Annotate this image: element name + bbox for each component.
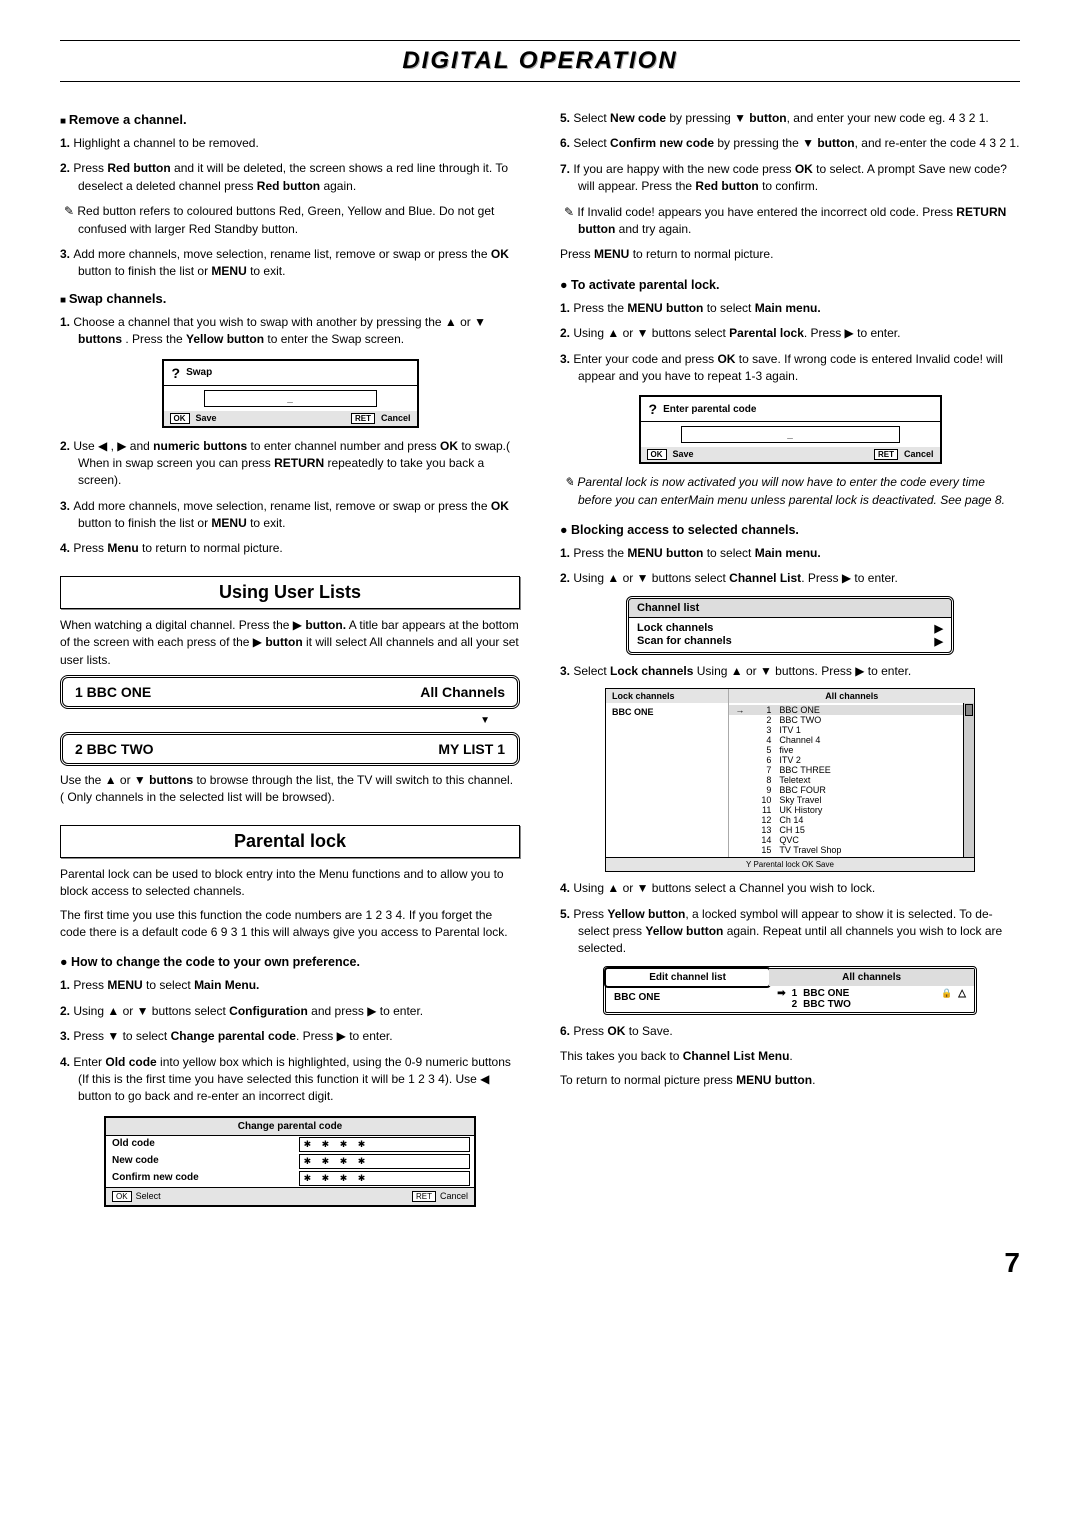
channel-row[interactable]: 7BBC THREE [729,765,974,775]
parental-dialog-title: Enter parental code [663,404,756,415]
arrow-down-icon: ▼ [60,715,520,726]
remove-note: Red button refers to coloured buttons Re… [78,203,520,238]
activate-note: Parental lock is now activated you will … [578,474,1020,509]
code-table-header: Change parental code [106,1118,474,1136]
lock-box-footer: Y Parental lock OK Save [606,857,974,871]
channel-row[interactable]: 10Sky Travel [729,795,974,805]
channel-row[interactable]: 12Ch 14 [729,815,974,825]
left-column: Remove a channel. 1. Highlight a channel… [60,102,520,1217]
channel-box-1: 1 BBC ONEAll Channels [60,675,520,709]
parental-code-input[interactable]: _ [681,426,900,443]
activate-heading: To activate parental lock. [560,278,1020,292]
edit-row-1[interactable]: ➡1BBC ONE🔒△ [769,988,974,999]
swap-channels-heading: Swap channels. [60,291,520,306]
blocking-s5: 5. Press Yellow button, a locked symbol … [560,906,1020,958]
user-lists-heading: Using User Lists [60,576,520,609]
edit-row-2[interactable]: ➡2BBC TWO [769,999,974,1010]
remove-step-1: 1. Highlight a channel to be removed. [60,135,520,152]
parental-lock-heading: Parental lock [60,825,520,858]
channel-row[interactable]: 3ITV 1 [729,725,974,735]
channel-row[interactable]: 9BBC FOUR [729,785,974,795]
channel-row[interactable]: 6ITV 2 [729,755,974,765]
press-menu-text: Press MENU to return to normal picture. [560,246,1020,263]
remove-channel-heading: Remove a channel. [60,112,520,127]
activate-s2: 2. Using ▲ or ▼ buttons select Parental … [560,325,1020,342]
scroll-up-icon: △ [958,988,966,999]
blocking-s2: 2. Using ▲ or ▼ buttons select Channel L… [560,570,1020,587]
channel-row[interactable]: 14QVC [729,835,974,845]
blocking-s1: 1. Press the MENU button to select Main … [560,545,1020,562]
scrollbar[interactable] [963,703,974,857]
parental-p1: Parental lock can be used to block entry… [60,866,520,901]
activate-s1: 1. Press the MENU button to select Main … [560,300,1020,317]
parental-s3: 3. Press ▼ to select Change parental cod… [60,1028,520,1045]
channel-row[interactable]: →1BBC ONE [729,705,974,715]
swap-dialog-footer: OKSave RETCancel [164,411,417,426]
channel-row[interactable]: 8Teletext [729,775,974,785]
swap-dialog: ? Swap _ OKSave RETCancel [162,359,419,428]
parental-s1: 1. Press MENU to select Main Menu. [60,977,520,994]
swap-step-4: 4. Press Menu to return to normal pictur… [60,540,520,557]
invalid-code-note: If Invalid code! appears you have entere… [578,204,1020,239]
chevron-right-icon: ▶ [935,622,943,635]
right-s5: 5. Select New code by pressing ▼ button,… [560,110,1020,127]
lock-icon: 🔒 [941,988,952,999]
parental-s2: 2. Using ▲ or ▼ buttons select Configura… [60,1003,520,1020]
chevron-right-icon: ▶ [935,635,943,648]
page-title-bar: DIGITAL OPERATION [60,40,1020,82]
right-s6: 6. Select Confirm new code by pressing t… [560,135,1020,152]
parental-s4: 4. Enter Old code into yellow box which … [60,1054,520,1106]
blocking-s3: 3. Select Lock channels Using ▲ or ▼ but… [560,663,1020,680]
edit-channel-box: Edit channel list All channels BBC ONE ➡… [603,966,977,1015]
swap-step-2: 2. Use ◀ , ▶ and numeric buttons to ente… [60,438,520,490]
blocking-s4: 4. Using ▲ or ▼ buttons select a Channel… [560,880,1020,897]
channel-row[interactable]: 5five [729,745,974,755]
blocking-heading: Blocking access to selected channels. [560,523,1020,537]
blocking-after2: To return to normal picture press MENU b… [560,1072,1020,1089]
content-columns: Remove a channel. 1. Highlight a channel… [60,102,1020,1217]
parental-p2: The first time you use this function the… [60,907,520,942]
menu-scan-channels[interactable]: Scan for channels▶ [637,635,943,648]
channel-row[interactable]: 15TV Travel Shop [729,845,974,855]
page-number: 7 [60,1247,1020,1279]
lock-channels-list[interactable]: →1BBC ONE2BBC TWO3ITV 14Channel 45five6I… [729,703,974,857]
channel-row[interactable]: 2BBC TWO [729,715,974,725]
swap-step-1: 1. Choose a channel that you wish to swa… [60,314,520,349]
parental-code-dialog: ? Enter parental code _ OKSave RETCancel [639,395,942,464]
activate-s3: 3. Enter your code and press OK to save.… [560,351,1020,386]
remove-step-2: 2. Press Red button and it will be delet… [60,160,520,195]
swap-input[interactable]: _ [204,390,377,407]
swap-step-3: 3. Add more channels, move selection, re… [60,498,520,533]
user-lists-intro: When watching a digital channel. Press t… [60,617,520,669]
page-title: DIGITAL OPERATION [72,47,1008,75]
channel-box-2: 2 BBC TWOMY LIST 1 [60,732,520,766]
channel-list-header: Channel list [629,599,951,618]
code-table: Change parental code Old code✱ ✱ ✱ ✱ New… [104,1116,476,1207]
parental-sub: How to change the code to your own prefe… [60,955,520,969]
right-column: 5. Select New code by pressing ▼ button,… [560,102,1020,1217]
remove-step-3: 3. Add more channels, move selection, re… [60,246,520,281]
blocking-s6: 6. Press OK to Save. [560,1023,1020,1040]
help-icon: ? [172,365,181,381]
right-s7: 7. If you are happy with the new code pr… [560,161,1020,196]
lock-selected: BBC ONE [606,703,729,857]
channel-list-menu: Channel list Lock channels▶ Scan for cha… [626,596,954,655]
channel-row[interactable]: 11UK History [729,805,974,815]
blocking-after1: This takes you back to Channel List Menu… [560,1048,1020,1065]
menu-lock-channels[interactable]: Lock channels▶ [637,622,943,635]
user-lists-after: Use the ▲ or ▼ buttons to browse through… [60,772,520,807]
channel-row[interactable]: 4Channel 4 [729,735,974,745]
lock-channels-box: Lock channels All channels BBC ONE →1BBC… [605,688,975,872]
swap-dialog-title: Swap [186,367,212,378]
edit-selected: BBC ONE [606,986,769,1012]
channel-row[interactable]: 13CH 15 [729,825,974,835]
help-icon: ? [649,401,658,417]
